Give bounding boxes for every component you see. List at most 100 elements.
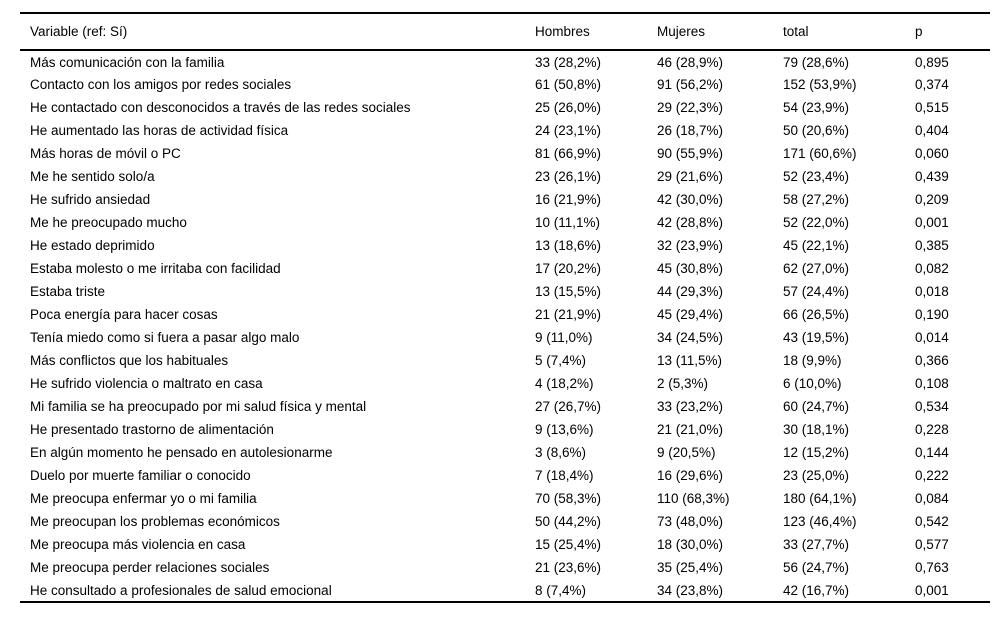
- table-row: Estaba molesto o me irritaba con facilid…: [20, 257, 990, 280]
- cell-p: 0,144: [915, 445, 949, 460]
- cell-p: 0,439: [915, 169, 949, 184]
- cell-total: 23 (25,0%): [783, 468, 850, 483]
- col-header-mujeres: Mujeres: [657, 13, 783, 51]
- cell-mujeres: 35 (25,4%): [657, 560, 724, 575]
- cell-total: 56 (24,7%): [783, 560, 850, 575]
- cell-hombres: 5 (7,4%): [535, 353, 587, 368]
- cell-total: 180 (64,1%): [783, 491, 857, 506]
- cell-total: 6 (10,0%): [783, 376, 842, 391]
- cell-p: 0,895: [915, 54, 949, 70]
- col-header-total: total: [783, 13, 915, 51]
- cell-mujeres: 13 (11,5%): [657, 353, 723, 368]
- cell-p: 0,763: [915, 560, 949, 575]
- table-row: En algún momento he pensado en autolesio…: [20, 441, 990, 464]
- cell-p: 0,534: [915, 399, 949, 414]
- cell-hombres: 17 (20,2%): [535, 261, 602, 276]
- table-row: Me preocupan los problemas económicos 50 …: [20, 510, 990, 533]
- cell-p: 0,222: [915, 468, 949, 483]
- table-row: Me preocupa enfermar yo o mi familia 70 (…: [20, 487, 990, 510]
- cell-total: 12 (15,2%): [783, 445, 850, 460]
- cell-mujeres: 42 (28,8%): [657, 215, 724, 230]
- col-header-p: p: [915, 13, 990, 51]
- cell-hombres: 33 (28,2%): [535, 54, 602, 70]
- cell-mujeres: 29 (22,3%): [657, 100, 724, 115]
- table-row: Tenía miedo como si fuera a pasar algo m…: [20, 326, 990, 349]
- cell-p: 0,001: [915, 582, 949, 598]
- cell-p: 0,084: [915, 491, 949, 506]
- table-row: Me he sentido solo/a 23 (26,1%) 29 (21,6%)…: [20, 165, 990, 188]
- cell-mujeres: 42 (30,0%): [657, 192, 724, 207]
- cell-variable: Tenía miedo como si fuera a pasar algo m…: [30, 330, 300, 345]
- cell-variable: Me preocupa perder relaciones sociales: [30, 560, 270, 575]
- cell-variable: He aumentado las horas de actividad físi…: [30, 123, 289, 138]
- cell-total: 45 (22,1%): [783, 238, 850, 253]
- cell-hombres: 50 (44,2%): [535, 514, 602, 529]
- table-row: Contacto con los amigos por redes social…: [20, 73, 990, 96]
- cell-hombres: 16 (21,9%): [535, 192, 602, 207]
- table-row: Mi familia se ha preocupado por mi salud…: [20, 395, 990, 418]
- cell-p: 0,014: [915, 330, 949, 345]
- cell-p: 0,108: [915, 376, 949, 391]
- cell-mujeres: 33 (23,2%): [657, 399, 724, 414]
- cell-variable: Me preocupan los problemas económicos: [30, 514, 280, 529]
- cell-mujeres: 2 (5,3%): [657, 376, 709, 391]
- cell-variable: Estaba triste: [30, 284, 106, 299]
- table-row: Más horas de móvil o PC 81 (66,9%) 90 (55,…: [20, 142, 990, 165]
- col-header-variable: Variable (ref: Sí): [20, 13, 535, 51]
- cell-p: 0,515: [915, 100, 949, 115]
- cell-hombres: 25 (26,0%): [535, 100, 602, 115]
- cell-hombres: 23 (26,1%): [535, 169, 602, 184]
- cell-hombres: 24 (23,1%): [535, 123, 602, 138]
- table-row: Más conflictos que los habituales 5 (7,4%…: [20, 349, 990, 372]
- cell-variable: Me he preocupado mucho: [30, 215, 187, 230]
- table-header: Variable (ref: Sí) Hombres Mujeres total…: [20, 13, 990, 51]
- cell-variable: He sufrido ansiedad: [30, 192, 151, 207]
- cell-variable: He sufrido violencia o maltrato en casa: [30, 376, 263, 391]
- cell-total: 54 (23,9%): [783, 100, 850, 115]
- cell-mujeres: 73 (48,0%): [657, 514, 724, 529]
- cell-hombres: 13 (15,5%): [535, 284, 602, 299]
- table-row: Más comunicación con la familia 33 (28,2%…: [20, 50, 990, 73]
- cell-total: 57 (24,4%): [783, 284, 850, 299]
- results-table: Variable (ref: Sí) Hombres Mujeres total…: [20, 12, 990, 603]
- table-row: He consultado a profesionales de salud e…: [20, 579, 990, 602]
- cell-hombres: 7 (18,4%): [535, 468, 594, 483]
- cell-variable: Me preocupa enfermar yo o mi familia: [30, 491, 257, 506]
- cell-variable: Más horas de móvil o PC: [30, 146, 181, 161]
- cell-p: 0,082: [915, 261, 949, 276]
- cell-mujeres: 29 (21,6%): [657, 169, 724, 184]
- cell-total: 50 (20,6%): [783, 123, 850, 138]
- cell-mujeres: 46 (28,9%): [657, 54, 724, 70]
- cell-p: 0,542: [915, 514, 949, 529]
- cell-variable: Contacto con los amigos por redes social…: [30, 77, 292, 92]
- cell-p: 0,374: [915, 77, 949, 92]
- cell-mujeres: 26 (18,7%): [657, 123, 724, 138]
- table-row: Estaba triste 13 (15,5%) 44 (29,3%) 57 (24,…: [20, 280, 990, 303]
- cell-hombres: 8 (7,4%): [535, 582, 587, 598]
- cell-mujeres: 32 (23,9%): [657, 238, 724, 253]
- cell-total: 52 (22,0%): [783, 215, 850, 230]
- cell-p: 0,385: [915, 238, 949, 253]
- cell-hombres: 21 (21,9%): [535, 307, 602, 322]
- cell-variable: He contactado con desconocidos a través …: [30, 100, 411, 115]
- cell-variable: En algún momento he pensado en autolesio…: [30, 445, 333, 460]
- cell-hombres: 3 (8,6%): [535, 445, 587, 460]
- cell-mujeres: 90 (55,9%): [657, 146, 724, 161]
- cell-total: 52 (23,4%): [783, 169, 850, 184]
- cell-hombres: 13 (18,6%): [535, 238, 602, 253]
- cell-total: 30 (18,1%): [783, 422, 850, 437]
- cell-mujeres: 18 (30,0%): [657, 537, 724, 552]
- cell-p: 0,577: [915, 537, 949, 552]
- table-row: Me preocupa más violencia en casa 15 (25,…: [20, 533, 990, 556]
- cell-hombres: 81 (66,9%): [535, 146, 602, 161]
- cell-total: 18 (9,9%): [783, 353, 842, 368]
- cell-hombres: 10 (11,1%): [535, 215, 601, 230]
- cell-p: 0,190: [915, 307, 949, 322]
- cell-total: 62 (27,0%): [783, 261, 850, 276]
- cell-mujeres: 9 (20,5%): [657, 445, 716, 460]
- cell-variable: Más comunicación con la familia: [30, 54, 225, 70]
- cell-p: 0,228: [915, 422, 949, 437]
- table-row: Duelo por muerte familiar o conocido 7 (1…: [20, 464, 990, 487]
- table-row: Me preocupa perder relaciones sociales 21…: [20, 556, 990, 579]
- cell-mujeres: 16 (29,6%): [657, 468, 724, 483]
